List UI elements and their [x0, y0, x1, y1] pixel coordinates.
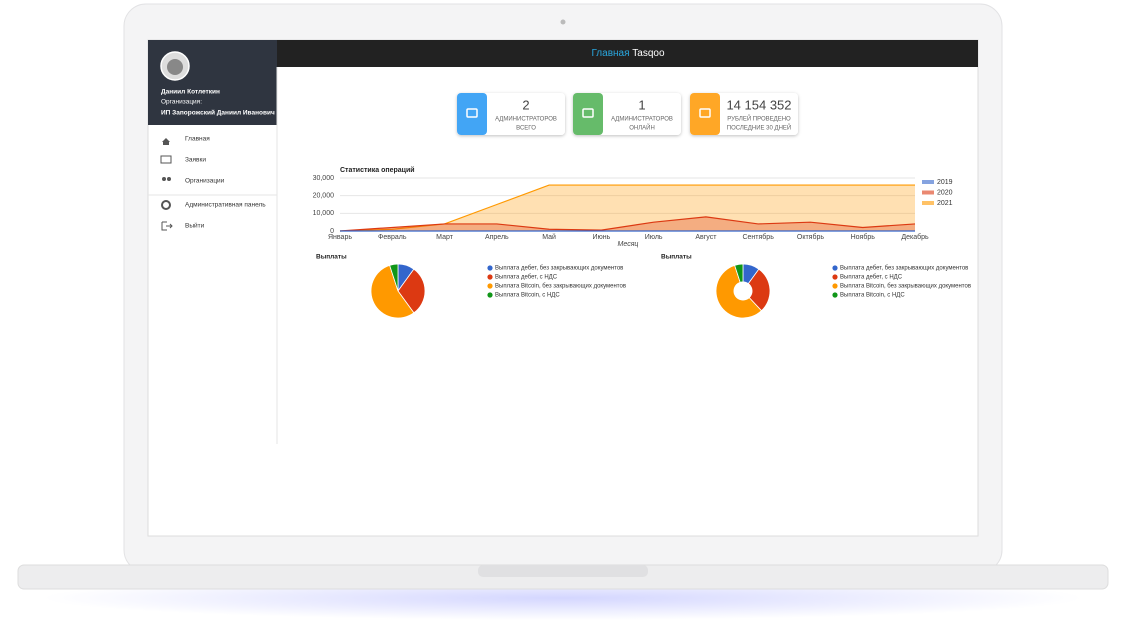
chart-title: Выплаты	[661, 254, 692, 261]
legend-label: Выплата Bitcoin, с НДС	[840, 293, 905, 299]
legend-label: Выплата дебет, без закрывающих документо…	[840, 266, 968, 272]
profile-name: Даниил Котлеткин	[161, 89, 220, 96]
legend-swatch	[922, 190, 934, 195]
legend-dot	[832, 292, 838, 298]
legend-label: 2021	[937, 200, 953, 207]
stat-value: 14 154 352	[726, 97, 791, 112]
stat-label: ОНЛАЙН	[629, 124, 655, 132]
stat-label: АДМИНИСТРАТОРОВ	[495, 117, 557, 123]
stat-icon	[582, 108, 594, 118]
y-tick-label: 30,000	[313, 175, 335, 182]
home-link[interactable]: Главная	[591, 48, 629, 59]
x-tick-label: Декабрь	[901, 233, 929, 241]
legend-swatch	[922, 201, 934, 205]
legend-label: 2019	[937, 179, 953, 186]
y-tick-label: 10,000	[313, 210, 335, 217]
legend-label: Выплата Bitcoin, без закрывающих докумен…	[495, 284, 626, 290]
x-tick-label: Ноябрь	[851, 233, 876, 241]
legend-dot	[487, 265, 493, 271]
y-tick-label: 20,000	[313, 193, 335, 200]
x-tick-label: Апрель	[485, 234, 509, 241]
x-tick-label: Август	[695, 234, 717, 241]
stat-icon	[699, 108, 711, 118]
chart-title: Статистика операций	[340, 166, 415, 174]
legend-dot	[487, 283, 493, 289]
stat-icon-bg	[690, 93, 720, 135]
legend-label: 2020	[937, 189, 953, 196]
topbar	[277, 40, 978, 67]
legend-dot	[832, 274, 838, 280]
icon-settings	[161, 200, 171, 210]
menu-item[interactable]: Выйти	[185, 222, 205, 230]
x-tick-label: Июнь	[592, 234, 610, 241]
y-tick-label: 0	[330, 228, 334, 235]
legend-label: Выплата Bitcoin, с НДС	[495, 293, 560, 299]
legend-dot	[832, 265, 838, 271]
stat-value: 1	[638, 97, 645, 112]
pie-slice	[370, 264, 415, 319]
icon-requests	[160, 155, 172, 164]
icon-logout	[161, 221, 173, 231]
x-tick-label: Октябрь	[797, 233, 824, 241]
stat-label: ПОСЛЕДНИЕ 30 ДНЕЙ	[727, 124, 791, 132]
legend-label: Выплата Bitcoin, без закрывающих докумен…	[840, 284, 971, 290]
org-name: ИП Запорожский Даниил Иванович	[161, 109, 275, 117]
area-fill	[340, 216, 915, 231]
menu-item[interactable]: Административная панель	[185, 202, 266, 209]
pie-slice	[389, 263, 399, 292]
menu-item[interactable]: Главная	[185, 136, 210, 143]
legend-label: Выплата дебет, без закрывающих документо…	[495, 266, 623, 272]
notch	[478, 565, 648, 577]
icon-orgs	[162, 177, 166, 181]
legend-swatch	[922, 180, 934, 184]
stat-label: РУБЛЕЙ ПРОВЕДЕНО	[727, 115, 791, 123]
org-label: Организация:	[161, 99, 202, 106]
donut-hole	[733, 281, 753, 301]
menu-item[interactable]: Организации	[185, 178, 225, 185]
stat-icon-bg	[457, 93, 487, 135]
stat-label: АДМИНИСТРАТОРОВ	[611, 117, 673, 123]
stat-icon	[466, 108, 478, 118]
pie-slice	[397, 268, 426, 314]
x-tick-label: Сентябрь	[742, 233, 774, 241]
camera	[560, 19, 566, 25]
brand: Tasqoo	[632, 48, 665, 59]
topbar-title: Главная Tasqoo	[591, 48, 665, 59]
pie-slice	[742, 268, 771, 312]
menu-item[interactable]: Заявки	[185, 157, 206, 164]
legend-label: Выплата дебет, с НДС	[840, 275, 903, 281]
x-tick-label: Январь	[328, 234, 352, 241]
x-axis-label: Месяц	[618, 241, 639, 248]
x-tick-label: Май	[542, 233, 556, 241]
legend-dot	[832, 283, 838, 289]
series-line	[339, 216, 916, 232]
stat-icon-bg	[573, 93, 603, 135]
area-fill	[340, 185, 915, 231]
legend-dot	[487, 274, 493, 280]
icon-home	[162, 138, 170, 145]
x-tick-label: Март	[436, 234, 454, 241]
x-tick-label: Июль	[645, 234, 663, 241]
x-tick-label: Февраль	[378, 234, 407, 241]
stat-value: 2	[522, 97, 529, 112]
avatar-face	[167, 59, 183, 75]
stat-label: ВСЕГО	[516, 126, 536, 132]
icon-orgs-2	[167, 177, 171, 181]
legend-dot	[487, 292, 493, 298]
chart-title: Выплаты	[316, 254, 347, 261]
legend-label: Выплата дебет, с НДС	[495, 275, 558, 281]
